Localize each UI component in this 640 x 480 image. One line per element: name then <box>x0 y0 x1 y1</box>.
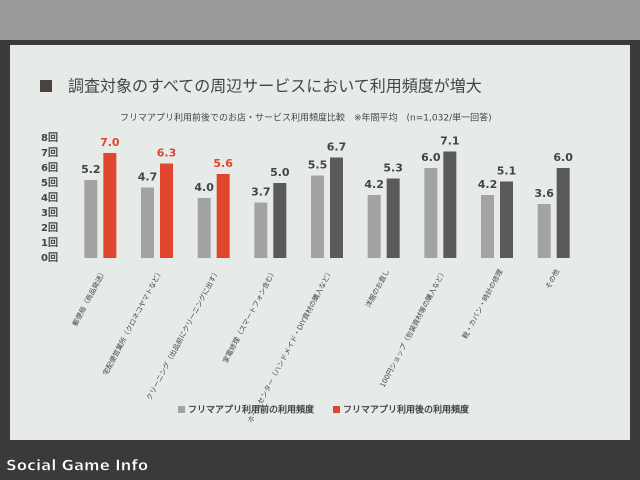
bar <box>386 178 400 258</box>
bar <box>160 163 173 258</box>
chart-subtitle: フリマアプリ利用前後でのお店・サービス利用頻度比較 ※年間平均 (n=1,032… <box>120 112 492 124</box>
value-label: 7.0 <box>100 136 120 149</box>
y-tick-label: 2回 <box>41 222 58 234</box>
bar <box>311 175 324 258</box>
value-label: 5.3 <box>383 162 403 175</box>
bar <box>197 198 211 258</box>
bar <box>537 204 551 258</box>
y-tick-label: 0回 <box>41 252 58 264</box>
y-tick-label: 3回 <box>41 207 58 219</box>
y-tick-label: 7回 <box>41 147 58 159</box>
y-tick-label: 8回 <box>41 132 58 144</box>
legend-swatch <box>333 406 340 413</box>
bar <box>556 168 570 258</box>
bar <box>84 180 98 258</box>
value-label: 5.1 <box>497 165 517 178</box>
legend-swatch <box>178 406 185 413</box>
bar <box>367 195 381 258</box>
value-label: 4.2 <box>364 178 384 191</box>
value-label: 4.2 <box>478 178 498 191</box>
value-label: 3.6 <box>534 187 554 200</box>
bar <box>424 168 438 258</box>
legend-label: フリマアプリ利用後の利用頻度 <box>343 404 470 416</box>
title-marker <box>40 80 52 92</box>
legend-label: フリマアプリ利用前の利用頻度 <box>188 404 315 416</box>
wall <box>0 0 640 40</box>
y-tick-label: 5回 <box>41 177 58 189</box>
value-label: 6.0 <box>421 151 441 164</box>
bar <box>254 202 268 258</box>
chart-title: 調査対象のすべての周辺サービスにおいて利用頻度が増大 <box>68 77 482 96</box>
value-label: 6.0 <box>553 151 573 164</box>
value-label: 4.7 <box>138 171 158 184</box>
value-label: 7.1 <box>440 135 460 148</box>
bar <box>481 195 494 258</box>
value-label: 3.7 <box>251 186 271 199</box>
bar <box>216 174 230 258</box>
value-label: 5.6 <box>213 157 233 170</box>
bar <box>103 153 117 258</box>
bar <box>141 187 154 258</box>
value-label: 6.7 <box>327 141 347 154</box>
y-tick-label: 1回 <box>41 237 58 249</box>
bar <box>273 183 287 258</box>
y-tick-label: 6回 <box>41 162 58 174</box>
bar <box>330 157 343 258</box>
value-label: 5.0 <box>270 166 290 179</box>
value-label: 5.2 <box>81 163 101 176</box>
value-label: 5.5 <box>308 159 328 172</box>
bar <box>500 181 513 258</box>
y-tick-label: 4回 <box>41 192 58 204</box>
watermark: Social Game Info <box>6 457 148 475</box>
value-label: 6.3 <box>157 147 177 160</box>
bar <box>443 151 457 258</box>
value-label: 4.0 <box>194 181 214 194</box>
